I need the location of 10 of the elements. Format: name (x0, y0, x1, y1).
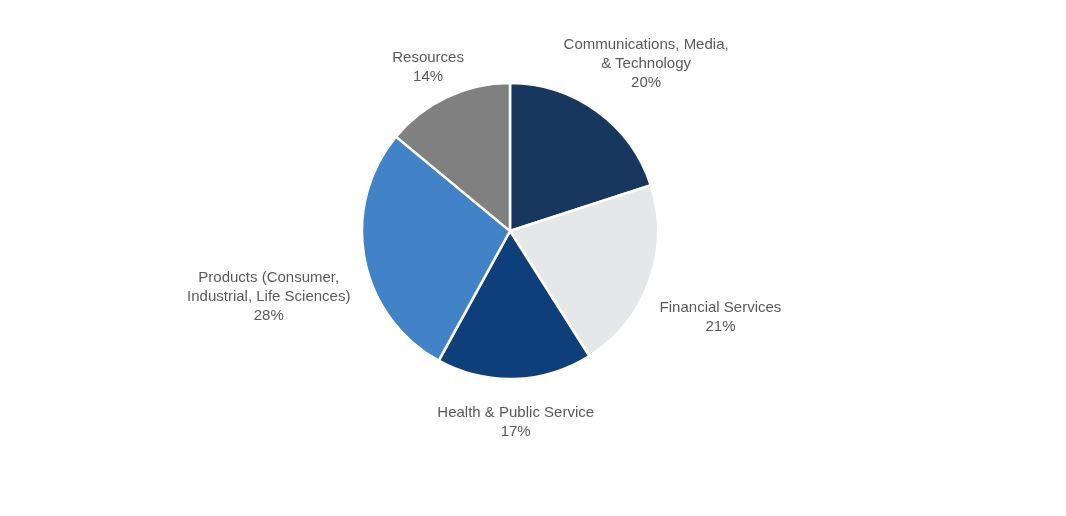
slice-label: Health & Public Service (437, 403, 595, 421)
slice-label: Communications, Media, & Technology (563, 34, 729, 71)
slice-label: Resources (392, 47, 464, 65)
data-label: 17% (500, 422, 531, 440)
data-label: 14% (413, 66, 444, 84)
slice-label: Financial Services (659, 297, 782, 315)
slice-label: Products (Consumer, Industrial, Life Sciences) (187, 268, 351, 305)
data-label: 20% (631, 72, 662, 90)
data-label: 21% (705, 316, 736, 334)
data-label: 28% (253, 306, 284, 324)
